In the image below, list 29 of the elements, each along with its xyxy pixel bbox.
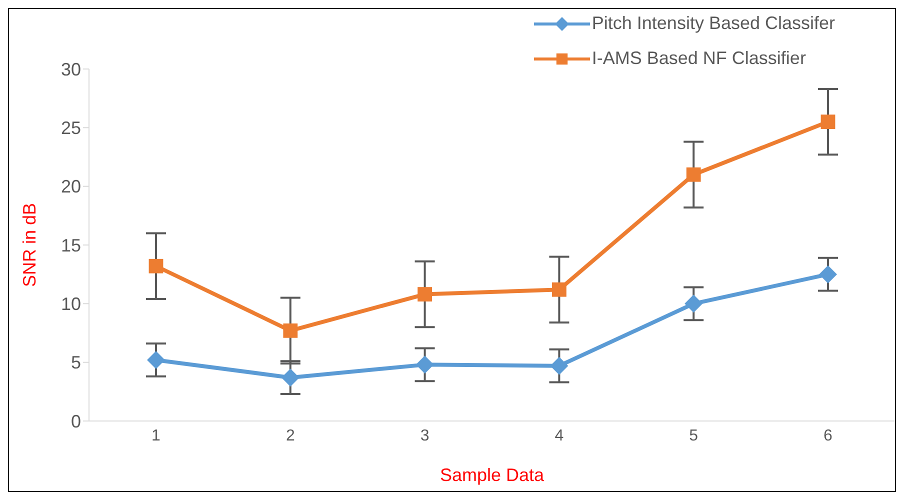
legend-label: Pitch Intensity Based Classifer: [592, 13, 835, 34]
x-tick-label: 6: [824, 427, 833, 444]
point: [147, 350, 165, 369]
x-tick-label: 4: [554, 427, 564, 444]
point: [819, 265, 837, 284]
point: [684, 294, 703, 313]
x-tick-label: 5: [689, 427, 698, 444]
y-axis-title: SNR in dB: [19, 202, 40, 288]
point: [550, 356, 568, 375]
point: [820, 114, 836, 129]
y-tick-label: 20: [60, 176, 81, 197]
x-tick-label: 1: [152, 427, 161, 444]
y-tick-label: 0: [70, 411, 81, 432]
y-tick-label: 5: [70, 352, 81, 373]
point: [416, 356, 434, 374]
point: [552, 282, 566, 297]
y-tick-label: 15: [60, 235, 81, 256]
point: [148, 258, 164, 274]
x-axis-title: Sample Data: [440, 465, 546, 485]
legend-label: I-AMS Based NF Classifier: [592, 48, 806, 69]
point: [283, 323, 298, 338]
point: [418, 287, 432, 302]
point: [281, 368, 300, 387]
point: [686, 167, 701, 182]
x-tick-label: 3: [420, 427, 430, 444]
x-tick-label: 2: [286, 427, 295, 444]
y-tick-label: 10: [60, 294, 81, 314]
y-tick-label: 25: [60, 118, 81, 138]
y-tick-label: 30: [60, 59, 81, 80]
